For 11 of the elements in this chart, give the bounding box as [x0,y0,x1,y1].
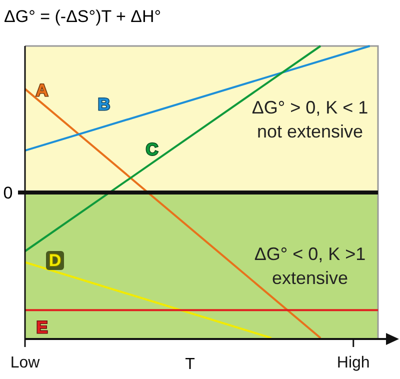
series-label: A [36,81,48,100]
x-axis-title: T [185,356,196,373]
series-label: B [98,95,110,114]
series-label: E [36,318,48,337]
ref-line-label: 0 [3,184,13,202]
band-label: ΔG° < 0, K >1 extensive [254,244,366,288]
x-tick-label: High [336,354,370,372]
x-tick-label: Low [10,354,40,372]
band-label: ΔG° > 0, K < 1 not extensive [252,97,368,142]
chart-title: ΔG° = (-ΔS°)T + ΔH° [4,7,162,26]
series-label: C [146,140,158,159]
